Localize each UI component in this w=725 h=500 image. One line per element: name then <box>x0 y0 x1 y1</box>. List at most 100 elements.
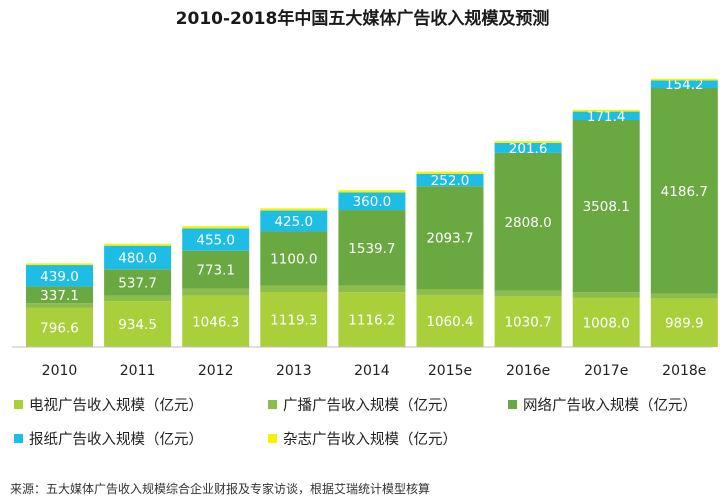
legend-swatch-newspaper <box>14 434 23 443</box>
data-label-internet-2010: 337.1 <box>40 288 79 304</box>
data-label-tv-2010: 796.6 <box>40 320 79 336</box>
bar-segment-radio-2016e <box>494 290 562 297</box>
bar-segment-tv-2014 <box>338 292 406 347</box>
x-tick-2017e: 2017e <box>584 363 628 379</box>
data-label-tv-2012: 1046.3 <box>192 314 239 330</box>
bar-segment-magazine-2011 <box>104 243 172 246</box>
data-label-tv-2017e: 1008.0 <box>583 315 630 331</box>
data-label-newspaper-2012: 455.0 <box>196 233 235 249</box>
data-label-tv-2015e: 1060.4 <box>426 314 473 330</box>
legend-swatch-radio <box>268 400 277 409</box>
legend-item-radio: 广播广告收入规模（亿元） <box>268 394 457 415</box>
legend-label-newspaper: 报纸广告收入规模（亿元） <box>29 432 203 448</box>
bars-group: 796.6 337.1 439.0 934.5 537.7 480.0 1046.3 773.… <box>26 77 718 347</box>
bar-segment-tv-2010 <box>26 307 93 347</box>
bar-segment-internet-2014 <box>338 210 406 286</box>
bar-segment-radio-2010 <box>26 303 93 308</box>
bar-segment-tv-2011 <box>104 301 172 347</box>
legend-label-tv: 电视广告收入规模（亿元） <box>29 398 203 414</box>
bar-segment-radio-2011 <box>104 295 172 302</box>
bar-segment-internet-2015e <box>416 186 484 289</box>
x-tick-labels: 2010 2011 2012 2013 2014 2015e 2016e 2017e 2018e <box>42 363 707 379</box>
data-label-newspaper-2011: 480.0 <box>118 250 157 266</box>
data-label-tv-2013: 1119.3 <box>270 313 317 329</box>
data-label-newspaper-2010: 439.0 <box>40 269 79 285</box>
bar-segment-magazine-2015e <box>416 171 484 174</box>
legend-label-internet: 网络广告收入规模（亿元） <box>523 398 697 414</box>
data-label-newspaper-2014: 360.0 <box>353 194 392 210</box>
x-tick-2018e: 2018e <box>662 363 706 379</box>
data-label-newspaper-2016e: 201.6 <box>509 141 548 157</box>
x-tick-2010: 2010 <box>42 363 78 379</box>
chart-title: 2010-2018年中国五大媒体广告收入规模及预测 <box>175 9 550 29</box>
bar-segment-internet-2017e <box>572 120 640 293</box>
bar-segment-magazine-2010 <box>26 263 93 266</box>
data-label-newspaper-2018e: 154.2 <box>665 77 704 93</box>
legend-item-magazine: 杂志广告收入规模（亿元） <box>268 428 457 449</box>
bar-segment-magazine-2012 <box>182 226 250 229</box>
bar-segment-newspaper-2017e <box>572 111 640 121</box>
bar-segment-internet-2011 <box>104 269 172 296</box>
data-label-newspaper-2013: 425.0 <box>274 214 313 230</box>
x-tick-2014: 2014 <box>354 363 390 379</box>
bar-segment-newspaper-2016e <box>494 142 562 153</box>
bar-segment-newspaper-2012 <box>182 228 250 251</box>
bar-segment-internet-2010 <box>26 286 93 304</box>
bar-segment-newspaper-2013 <box>260 210 328 232</box>
bar-segment-tv-2015e <box>416 294 484 347</box>
x-tick-2016e: 2016e <box>506 363 550 379</box>
legend-swatch-magazine <box>268 434 277 443</box>
x-tick-2013: 2013 <box>276 363 312 379</box>
bar-segment-radio-2013 <box>260 285 328 293</box>
data-label-tv-2014: 1116.2 <box>348 313 395 329</box>
bar-segment-radio-2014 <box>338 285 406 293</box>
data-label-newspaper-2017e: 171.4 <box>587 109 626 125</box>
bar-segment-newspaper-2014 <box>338 192 406 211</box>
x-tick-2015e: 2015e <box>428 363 472 379</box>
bar-segment-internet-2012 <box>182 250 250 289</box>
bar-segment-newspaper-2010 <box>26 265 93 287</box>
bar-segment-magazine-2014 <box>338 190 406 193</box>
bar-segment-internet-2018e <box>650 88 718 294</box>
bar-segment-newspaper-2011 <box>104 245 172 270</box>
bar-segment-radio-2017e <box>572 292 640 298</box>
bar-segment-tv-2013 <box>260 292 328 347</box>
legend-item-newspaper: 报纸广告收入规模（亿元） <box>14 428 203 449</box>
data-label-internet-2012: 773.1 <box>196 263 235 279</box>
legend-item-internet: 网络广告收入规模（亿元） <box>508 394 697 415</box>
bar-segment-tv-2012 <box>182 295 250 347</box>
stacked-bar-chart: 796.6 337.1 439.0 934.5 537.7 480.0 1046.3 773.… <box>12 77 718 379</box>
legend-swatch-tv <box>14 400 23 409</box>
bar-segment-magazine-2018e <box>650 78 718 81</box>
bar-segment-tv-2017e <box>572 297 640 347</box>
bar-segment-tv-2016e <box>494 296 562 347</box>
legend-label-radio: 广播广告收入规模（亿元） <box>283 398 457 414</box>
data-label-tv-2018e: 989.9 <box>665 316 704 332</box>
legend-swatch-internet <box>508 400 517 409</box>
x-tick-2011: 2011 <box>120 363 156 379</box>
bar-segment-newspaper-2015e <box>416 173 484 187</box>
data-label-internet-2014: 1539.7 <box>348 241 395 257</box>
data-label-internet-2018e: 4186.7 <box>661 184 708 200</box>
source-note: 来源：五大媒体广告收入规模综合企业财报及专家访谈，根据艾瑞统计模型核算 <box>10 482 431 496</box>
bar-segment-radio-2015e <box>416 288 484 295</box>
data-label-internet-2011: 537.7 <box>118 275 157 291</box>
bar-segment-newspaper-2018e <box>650 80 718 89</box>
data-label-newspaper-2015e: 252.0 <box>431 173 470 189</box>
data-label-tv-2016e: 1030.7 <box>504 315 551 331</box>
legend-item-tv: 电视广告收入规模（亿元） <box>14 394 203 415</box>
bar-segment-magazine-2017e <box>572 109 640 112</box>
bar-segment-magazine-2013 <box>260 208 328 211</box>
bar-segment-magazine-2016e <box>494 141 562 143</box>
x-tick-2012: 2012 <box>198 363 234 379</box>
legend: 电视广告收入规模（亿元） 广播广告收入规模（亿元） 网络广告收入规模（亿元） 报纸广告… <box>14 394 714 460</box>
data-label-internet-2017e: 3508.1 <box>583 199 630 215</box>
bar-segment-tv-2018e <box>650 298 718 347</box>
bar-segment-radio-2018e <box>650 293 718 299</box>
bar-segment-internet-2013 <box>260 231 328 286</box>
data-label-internet-2013: 1100.0 <box>270 251 317 267</box>
data-label-internet-2015e: 2093.7 <box>426 231 473 247</box>
data-label-tv-2011: 934.5 <box>118 317 157 333</box>
bar-segment-internet-2016e <box>494 152 562 291</box>
bar-segment-radio-2012 <box>182 288 250 296</box>
